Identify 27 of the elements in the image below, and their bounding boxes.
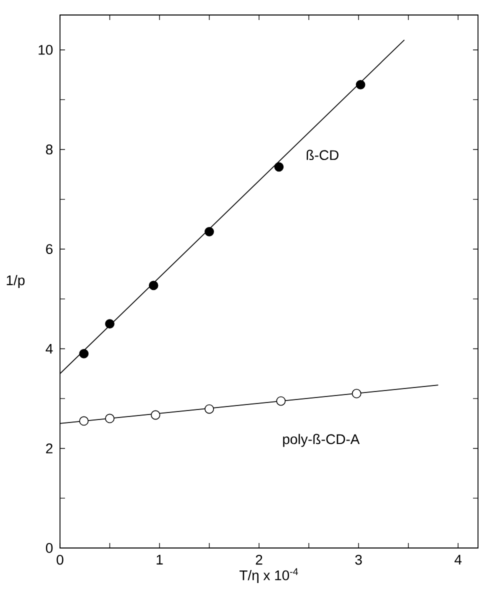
point [79, 349, 89, 358]
y-tick-label: 0 [46, 543, 53, 553]
point [356, 80, 366, 90]
x-tick-label: 0 [56, 554, 64, 565]
x-tick-label: 3 [355, 554, 362, 565]
point [148, 280, 158, 290]
point [105, 414, 114, 424]
point [79, 416, 89, 426]
point [352, 388, 362, 398]
y-tick-label: 6 [46, 244, 53, 254]
point [274, 162, 284, 172]
point [105, 319, 114, 329]
x-tick-label: 2 [256, 554, 262, 565]
x-tick-label: 4 [454, 554, 462, 564]
x-tick-label: 1 [156, 554, 163, 564]
point [204, 226, 214, 236]
y-tick-label: 8 [46, 144, 53, 154]
point [276, 396, 286, 406]
y-tick-label: 4 [46, 344, 53, 354]
y-tick-label: 2 [46, 443, 52, 454]
text: poly-ß-CD-A [283, 434, 360, 447]
y-tick-label: 10 [38, 44, 53, 55]
point [150, 410, 160, 420]
x-axis-title: T/η x 10$^{-4}$ [240, 568, 298, 584]
y-axis-title: 1/p [6, 274, 25, 288]
series-label: ß-CD [306, 150, 338, 160]
point [204, 404, 214, 414]
